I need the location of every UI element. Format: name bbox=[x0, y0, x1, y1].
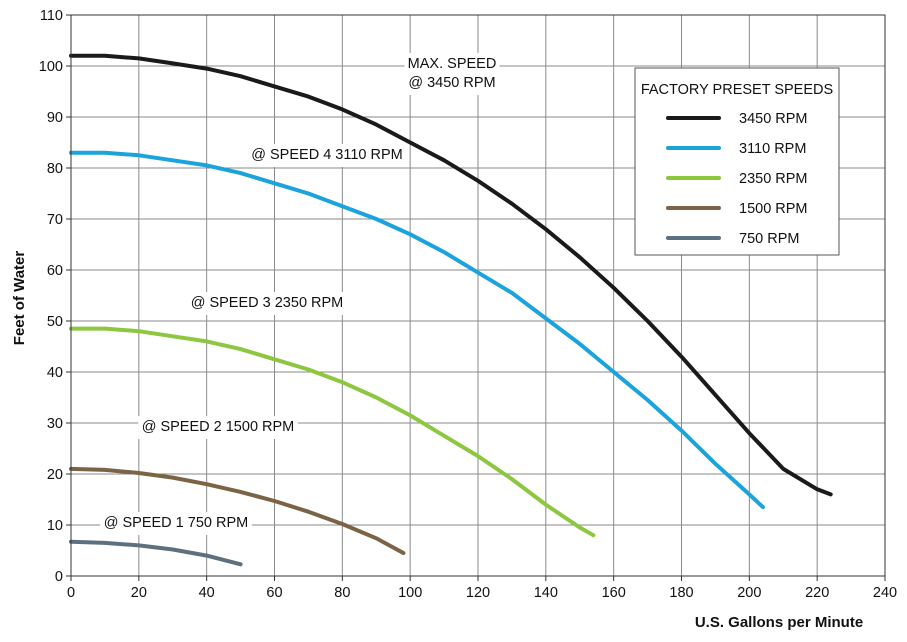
annotation-background bbox=[404, 53, 500, 95]
x-tick-label: 80 bbox=[334, 585, 350, 601]
annotation-label: @ SPEED 4 3110 RPM bbox=[251, 147, 402, 163]
y-tick-label: 70 bbox=[47, 212, 63, 228]
y-tick-label: 50 bbox=[47, 314, 63, 330]
annotation-label: @ SPEED 1 750 RPM bbox=[104, 515, 248, 531]
legend: FACTORY PRESET SPEEDS 3450 RPM 3110 RPM 23… bbox=[634, 67, 840, 256]
x-tick-label: 0 bbox=[67, 585, 75, 601]
legend-label: 3450 RPM bbox=[739, 111, 808, 127]
series-line bbox=[69, 53, 833, 497]
annotation-background bbox=[187, 292, 347, 315]
series-line bbox=[69, 326, 596, 538]
annotation-label: @ SPEED 3 2350 RPM bbox=[191, 295, 344, 311]
legend-label: 3110 RPM bbox=[739, 141, 806, 157]
legend-box bbox=[634, 67, 840, 256]
x-tick-label: 60 bbox=[266, 585, 282, 601]
y-tick-label: 20 bbox=[47, 467, 63, 483]
legend-title: FACTORY PRESET SPEEDS bbox=[641, 82, 833, 98]
x-tick-label: 220 bbox=[805, 585, 829, 601]
annotation-label: @ 3450 RPM bbox=[408, 75, 495, 91]
x-tick-label: 100 bbox=[398, 585, 422, 601]
x-tick-label: 160 bbox=[602, 585, 626, 601]
annotation-background bbox=[247, 144, 407, 167]
y-tick-label: 100 bbox=[39, 59, 63, 75]
series-line bbox=[69, 539, 243, 567]
x-tick-label: 120 bbox=[466, 585, 490, 601]
annotation-background bbox=[100, 512, 252, 535]
annotation-label: MAX. SPEED bbox=[408, 56, 497, 72]
grid-lines bbox=[70, 14, 886, 577]
annotation-background bbox=[138, 416, 298, 439]
x-tick-label: 20 bbox=[131, 585, 147, 601]
series-line bbox=[69, 466, 406, 555]
x-tick-label: 40 bbox=[199, 585, 215, 601]
x-tick-label: 180 bbox=[669, 585, 693, 601]
x-tick-label: 200 bbox=[737, 585, 761, 601]
axis-ticks: 0 20 40 60 80 100 120 140 160 180 200 220 240 0 10 20 30… bbox=[39, 8, 897, 601]
legend-label: 1500 RPM bbox=[739, 201, 808, 217]
series-line bbox=[69, 150, 765, 510]
legend-label: 2350 RPM bbox=[739, 171, 808, 187]
y-axis-label: Feet of Water bbox=[11, 251, 28, 346]
y-tick-label: 90 bbox=[47, 110, 63, 126]
x-tick-label: 140 bbox=[534, 585, 558, 601]
y-tick-label: 30 bbox=[47, 416, 63, 432]
y-tick-label: 80 bbox=[47, 161, 63, 177]
annotation-label: @ SPEED 2 1500 RPM bbox=[142, 419, 295, 435]
y-tick-label: 60 bbox=[47, 263, 63, 279]
y-tick-label: 110 bbox=[40, 8, 63, 24]
series-lines bbox=[69, 53, 833, 567]
x-axis-label: U.S. Gallons per Minute bbox=[695, 614, 863, 631]
curve-annotations: MAX. SPEED @ 3450 RPM @ SPEED 4 3110 RPM @ … bbox=[100, 53, 500, 535]
y-tick-label: 10 bbox=[47, 518, 63, 534]
legend-items: 3450 RPM 3110 RPM 2350 RPM 1500 RPM 750 RPM bbox=[666, 111, 808, 247]
x-tick-label: 240 bbox=[873, 585, 897, 601]
legend-label: 750 RPM bbox=[739, 231, 799, 247]
y-tick-label: 0 bbox=[55, 569, 63, 585]
y-tick-label: 40 bbox=[47, 365, 63, 381]
